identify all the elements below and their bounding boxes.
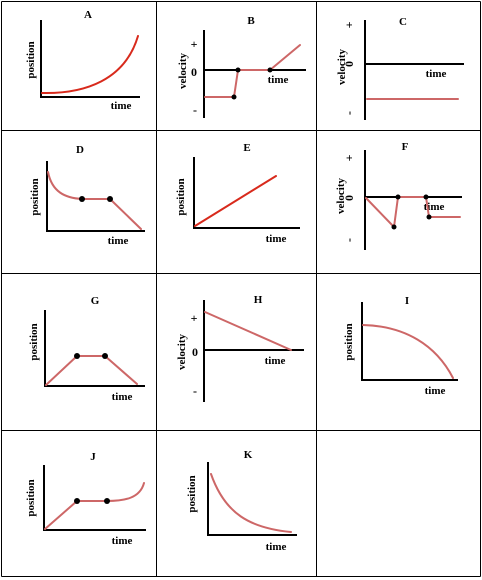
panel-title: H <box>254 294 263 306</box>
point-marker <box>426 214 432 220</box>
panel-f: F velocity + 0 - time <box>335 141 462 250</box>
panel-title: D <box>76 144 84 156</box>
x-axis-label: time <box>268 74 289 86</box>
axes <box>193 157 300 229</box>
point-marker <box>74 498 80 504</box>
zero-label: 0 <box>192 345 198 359</box>
minus-sign: - <box>193 384 197 398</box>
y-axis-label: velocity <box>176 333 188 370</box>
panel-title: E <box>243 142 250 154</box>
point-marker <box>423 194 429 200</box>
point-marker <box>107 196 113 202</box>
panel-title: G <box>91 295 100 307</box>
x-axis-label: time <box>112 535 133 547</box>
plus-sign: + <box>191 311 198 325</box>
panel-j: J position time <box>25 451 146 547</box>
x-axis-label: time <box>426 68 447 80</box>
y-axis-label: position <box>186 475 198 512</box>
panel-title: B <box>247 15 255 27</box>
position-curve <box>45 355 138 386</box>
position-curve <box>41 35 139 95</box>
axes <box>361 302 458 381</box>
point-marker <box>231 94 237 100</box>
y-axis-label: position <box>25 479 37 516</box>
panel-d: D position time <box>29 144 145 247</box>
x-axis-label: time <box>266 233 287 245</box>
point-marker <box>104 498 110 504</box>
velocity-curve <box>365 196 461 228</box>
point-marker <box>267 67 273 73</box>
point-marker <box>79 196 85 202</box>
panel-i: I position time <box>343 295 458 397</box>
axes <box>46 161 145 232</box>
x-axis-label: time <box>265 355 286 367</box>
panel-e: E position time <box>175 142 300 245</box>
position-curve <box>44 482 145 530</box>
panel-title: K <box>244 449 253 461</box>
axes <box>44 310 145 387</box>
panel-b: B velocity + 0 - time <box>177 15 306 118</box>
panel-title: A <box>84 9 92 21</box>
x-axis-label: time <box>112 391 133 403</box>
y-axis-label: position <box>28 323 40 360</box>
plus-sign: + <box>342 21 356 28</box>
x-axis-label: time <box>108 235 129 247</box>
position-curve <box>362 324 454 379</box>
y-axis-label: position <box>175 178 187 215</box>
axes <box>43 465 146 531</box>
y-axis-label: velocity <box>177 52 189 89</box>
panel-title: J <box>90 451 96 463</box>
plus-sign: + <box>342 154 356 161</box>
y-axis-label: position <box>343 323 355 360</box>
plus-sign: + <box>191 37 198 51</box>
zero-label: 0 <box>342 61 356 67</box>
panel-g: G position time <box>28 295 145 403</box>
y-axis-label: velocity <box>335 177 347 214</box>
position-curve <box>210 473 292 533</box>
x-axis-label: time <box>111 100 132 112</box>
panel-c: C velocity + 0 - time <box>336 16 464 120</box>
zero-label: 0 <box>191 65 197 79</box>
position-curve <box>194 175 277 227</box>
panel-title: C <box>399 16 407 28</box>
point-marker <box>74 353 80 359</box>
axes <box>207 462 297 536</box>
velocity-curve <box>204 311 292 351</box>
x-axis-label: time <box>266 541 287 553</box>
minus-sign: - <box>342 111 356 115</box>
point-marker <box>102 353 108 359</box>
panel-title: I <box>405 295 409 307</box>
point-marker <box>235 67 241 73</box>
minus-sign: - <box>342 238 356 242</box>
point-marker <box>395 194 401 200</box>
y-axis-label: position <box>29 178 41 215</box>
y-axis-label: velocity <box>336 48 348 85</box>
panel-k: K position time <box>186 449 297 553</box>
x-axis-label: time <box>425 385 446 397</box>
panel-h: H velocity + 0 - time <box>176 294 304 402</box>
position-curve <box>47 171 142 230</box>
zero-label: 0 <box>342 195 356 201</box>
panel-a: A position time <box>25 9 140 112</box>
axes <box>40 20 140 98</box>
point-marker <box>391 224 397 230</box>
panel-title: F <box>402 141 409 153</box>
minus-sign: - <box>193 103 197 117</box>
y-axis-label: position <box>25 41 37 78</box>
